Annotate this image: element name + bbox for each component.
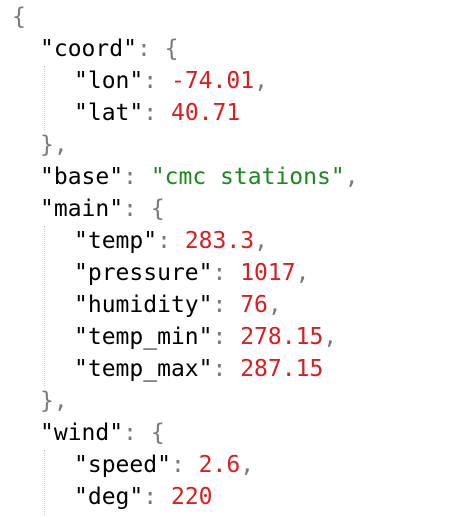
comma: , xyxy=(295,260,310,286)
indent-guide-wind xyxy=(44,450,45,516)
value-base: "cmc stations" xyxy=(150,164,345,190)
colon: : xyxy=(143,100,171,126)
key-quote: " xyxy=(74,324,88,350)
key-quote: " xyxy=(74,100,88,126)
indent-guide-coord xyxy=(44,66,45,130)
indent-guide-main xyxy=(44,226,45,386)
brace-open: { xyxy=(150,196,165,222)
key-quote: " xyxy=(74,260,88,286)
key-quote: " xyxy=(198,324,213,350)
key-quote: " xyxy=(109,196,124,222)
key-quote: " xyxy=(40,164,54,190)
key-quote: " xyxy=(74,68,88,94)
json-line-temp-max: "temp_max": 287.15 xyxy=(0,353,466,385)
value-lon: -74.01 xyxy=(170,68,255,94)
json-line-coord-close: }, xyxy=(0,129,466,161)
key-quote: " xyxy=(157,452,171,478)
json-line-main: "main": { xyxy=(0,193,466,225)
key-lon: lon xyxy=(87,68,130,94)
value-temp-max: 287.15 xyxy=(240,356,324,382)
key-quote: " xyxy=(109,164,124,190)
key-deg: deg xyxy=(87,484,130,510)
key-temp-min: temp_min xyxy=(87,324,199,350)
key-lat: lat xyxy=(87,100,130,126)
key-wind: wind xyxy=(53,420,110,446)
value-speed: 2.6 xyxy=(198,452,241,478)
brace-close: }, xyxy=(40,132,68,158)
json-line-speed: "speed": 2.6, xyxy=(0,449,466,481)
colon: : xyxy=(123,196,151,222)
colon: : xyxy=(123,164,151,190)
key-quote: " xyxy=(40,36,54,62)
key-quote: " xyxy=(74,356,88,382)
colon: : xyxy=(212,260,241,286)
key-quote: " xyxy=(109,420,124,446)
json-line-temp-min: "temp_min": 278.15, xyxy=(0,321,466,353)
value-lat: 40.71 xyxy=(170,100,241,126)
value-deg: 220 xyxy=(170,484,213,510)
json-line-base: "base": "cmc stations", xyxy=(0,161,466,193)
json-line-main-close: }, xyxy=(0,385,466,417)
json-line-temp: "temp": 283.3, xyxy=(0,225,466,257)
colon: : xyxy=(143,68,171,94)
key-quote: " xyxy=(123,36,137,62)
colon: : xyxy=(143,484,171,510)
key-quote: " xyxy=(74,292,88,318)
key-base: base xyxy=(53,164,110,190)
comma: , xyxy=(323,324,338,350)
value-pressure: 1017 xyxy=(240,260,296,286)
comma: , xyxy=(254,228,268,254)
key-quote: " xyxy=(143,228,158,254)
key-quote: " xyxy=(129,68,144,94)
key-quote: " xyxy=(74,452,88,478)
brace-open: { xyxy=(150,420,165,446)
key-temp-max: temp_max xyxy=(87,356,199,382)
colon: : xyxy=(212,324,241,350)
colon: : xyxy=(157,228,185,254)
key-coord: coord xyxy=(53,36,124,62)
value-temp: 283.3 xyxy=(184,228,255,254)
colon: : xyxy=(212,356,241,382)
key-temp: temp xyxy=(87,228,144,254)
key-main: main xyxy=(53,196,110,222)
brace-close: }, xyxy=(40,388,68,414)
key-pressure: pressure xyxy=(87,260,199,286)
colon: : xyxy=(123,420,151,446)
json-line-lon: "lon": -74.01, xyxy=(0,65,466,97)
key-humidity: humidity xyxy=(87,292,199,318)
comma: , xyxy=(254,68,268,94)
key-quote: " xyxy=(198,260,213,286)
key-quote: " xyxy=(198,292,213,318)
colon: : xyxy=(170,452,199,478)
json-line-wind: "wind": { xyxy=(0,417,466,449)
colon: : xyxy=(136,36,165,62)
json-root-open: { xyxy=(0,1,466,33)
colon: : xyxy=(212,292,241,318)
key-quote: " xyxy=(129,484,144,510)
comma: , xyxy=(344,164,359,190)
key-quote: " xyxy=(40,420,54,446)
brace-open: { xyxy=(12,4,26,30)
json-line-deg: "deg": 220 xyxy=(0,481,466,513)
value-temp-min: 278.15 xyxy=(240,324,324,350)
key-quote: " xyxy=(40,196,54,222)
comma: , xyxy=(240,452,255,478)
key-quote: " xyxy=(129,100,144,126)
json-line-pressure: "pressure": 1017, xyxy=(0,257,466,289)
brace-open: { xyxy=(164,36,179,62)
json-line-coord: "coord": { xyxy=(0,33,466,65)
key-quote: " xyxy=(74,228,88,254)
comma: , xyxy=(267,292,282,318)
key-quote: " xyxy=(198,356,213,382)
json-line-lat: "lat": 40.71 xyxy=(0,97,466,129)
json-line-humidity: "humidity": 76, xyxy=(0,289,466,321)
value-humidity: 76 xyxy=(240,292,268,318)
key-quote: " xyxy=(74,484,88,510)
key-speed: speed xyxy=(87,452,158,478)
